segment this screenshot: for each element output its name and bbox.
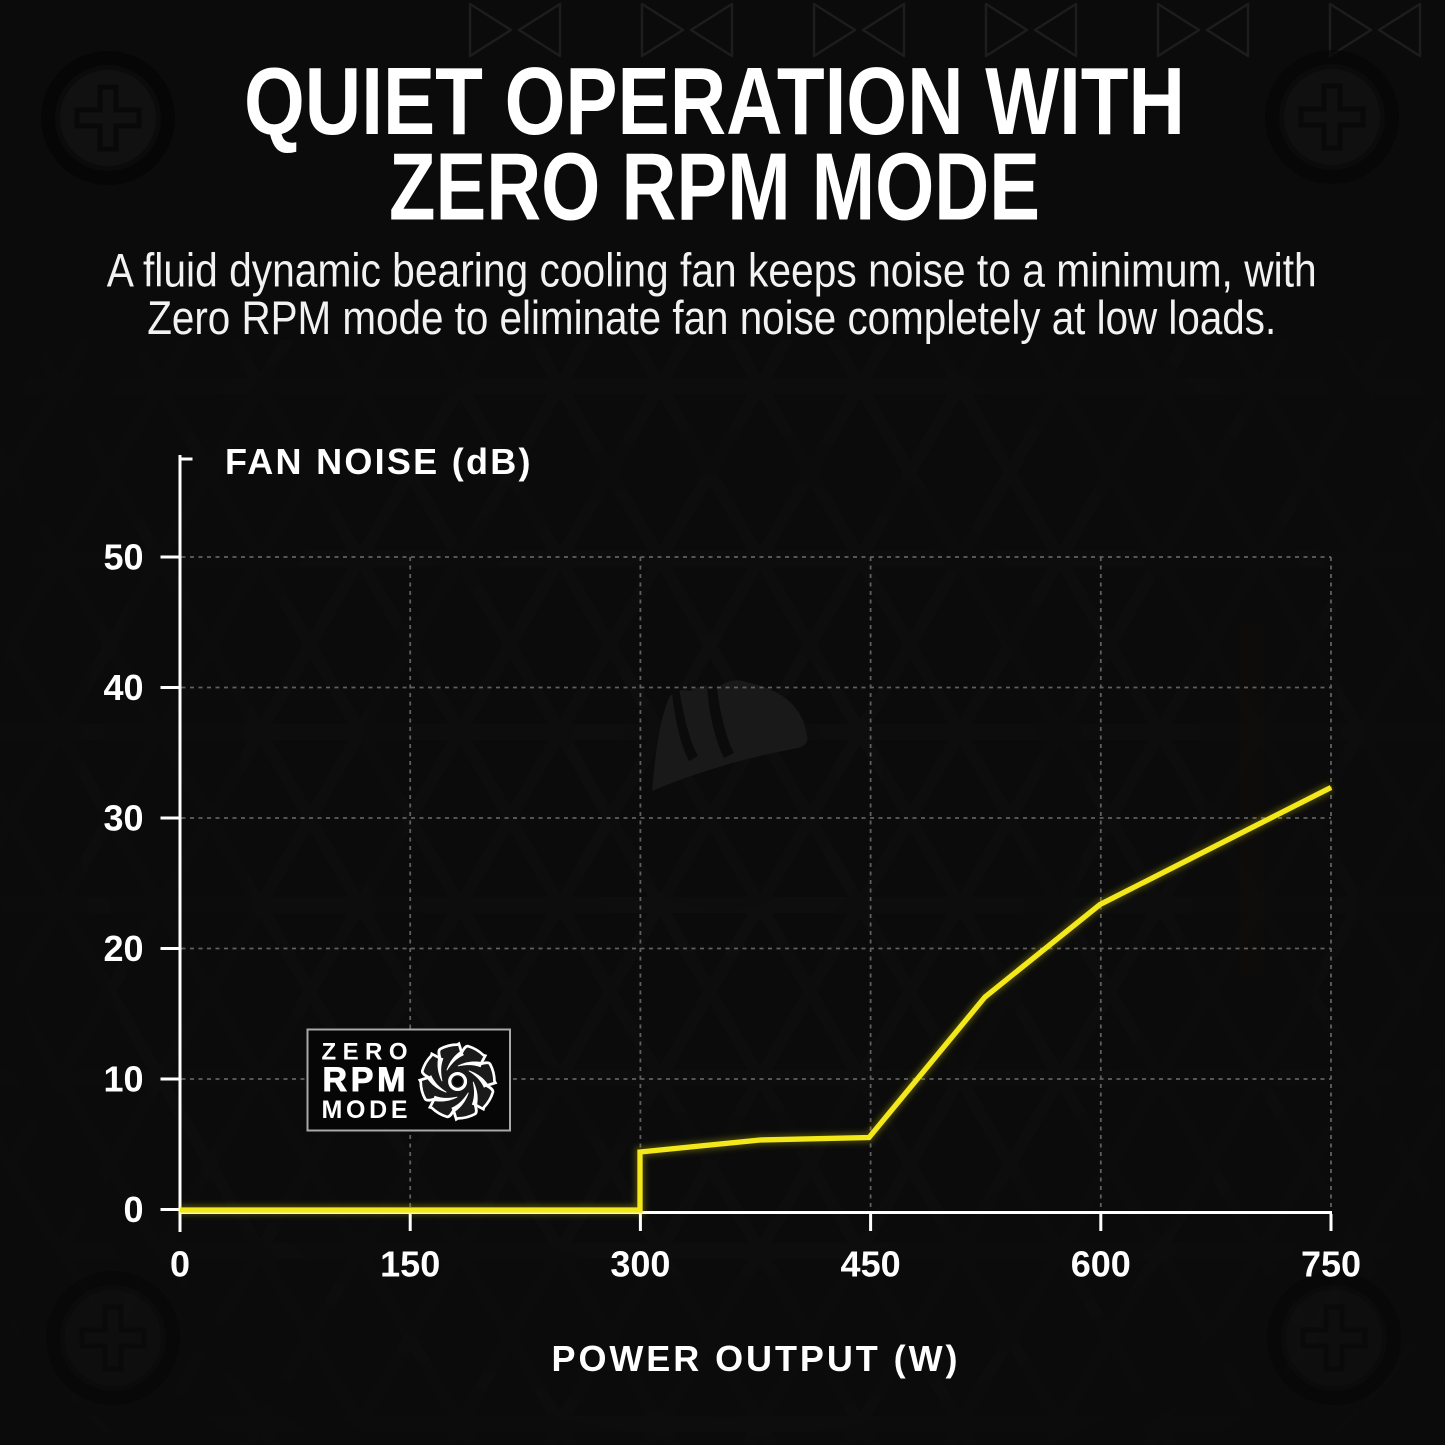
- svg-text:ZERO RPM MODE: ZERO RPM MODE: [389, 134, 1040, 241]
- svg-text:FAN NOISE (dB): FAN NOISE (dB): [225, 441, 533, 482]
- svg-text:750: 750: [1301, 1244, 1361, 1285]
- svg-text:POWER OUTPUT (W): POWER OUTPUT (W): [552, 1338, 961, 1379]
- svg-text:150: 150: [380, 1244, 440, 1285]
- svg-text:0: 0: [170, 1244, 190, 1285]
- svg-text:RPM: RPM: [323, 1061, 406, 1099]
- svg-text:0: 0: [123, 1189, 143, 1230]
- svg-text:QUIET OPERATION WITH: QUIET OPERATION WITH: [244, 48, 1185, 155]
- svg-text:10: 10: [103, 1058, 143, 1099]
- svg-text:30: 30: [103, 797, 143, 838]
- svg-text:600: 600: [1071, 1244, 1131, 1285]
- svg-text:50: 50: [103, 536, 143, 577]
- svg-text:Zero RPM mode to eliminate fan: Zero RPM mode to eliminate fan noise com…: [147, 291, 1276, 344]
- svg-text:20: 20: [103, 928, 143, 969]
- svg-text:ZERO: ZERO: [322, 1039, 408, 1066]
- svg-text:450: 450: [841, 1244, 901, 1285]
- svg-text:A fluid dynamic bearing coolin: A fluid dynamic bearing cooling fan keep…: [107, 244, 1317, 297]
- svg-text:MODE: MODE: [322, 1096, 408, 1124]
- svg-text:40: 40: [103, 667, 143, 708]
- svg-text:300: 300: [610, 1244, 670, 1285]
